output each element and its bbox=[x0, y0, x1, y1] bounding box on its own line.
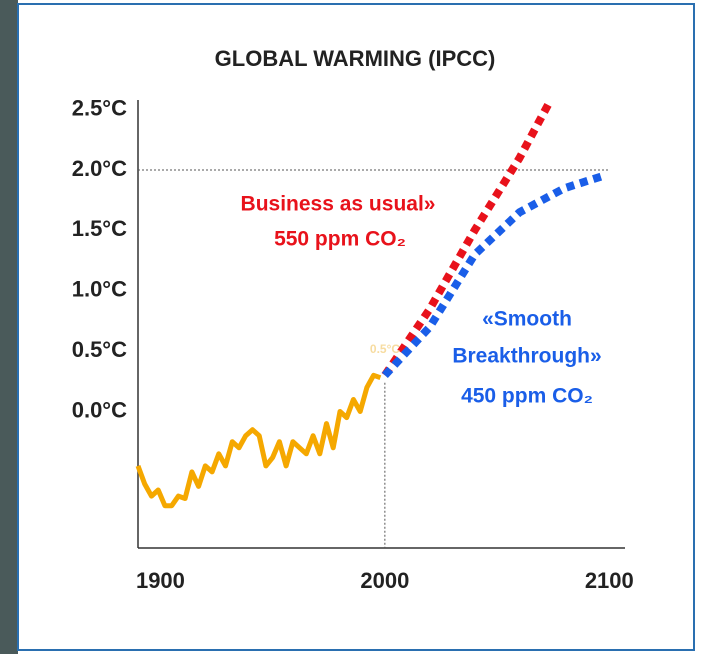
annotation: Breakthrough» bbox=[452, 345, 601, 368]
chart-title: GLOBAL WARMING (IPCC) bbox=[215, 46, 496, 71]
annotation: 450 ppm CO₂ bbox=[461, 385, 593, 408]
x-tick-label: 2100 bbox=[585, 568, 634, 593]
background-strip bbox=[0, 0, 18, 654]
y-tick-label: 1.0°C bbox=[72, 277, 127, 302]
y-tick-label: 0.5°C bbox=[72, 337, 127, 362]
x-tick-label: 1900 bbox=[136, 568, 185, 593]
y-tick-label: 2.0°C bbox=[72, 156, 127, 181]
y-tick-label: 2.5°C bbox=[72, 95, 127, 120]
chart: GLOBAL WARMING (IPCC) 0.0°C 0.5°C 1.0°C 1.5… bbox=[0, 0, 703, 654]
page: {"chart_data": {"type": "line", "title":… bbox=[0, 0, 703, 654]
annotation: Business as usual» bbox=[241, 193, 436, 216]
y-tick-label: 0.0°C bbox=[72, 397, 127, 422]
y-tick-label: 1.5°C bbox=[72, 216, 127, 241]
x-tick-label: 2000 bbox=[360, 568, 409, 593]
annotation: 0.5°C bbox=[370, 342, 400, 356]
annotation: «Smooth bbox=[482, 308, 572, 331]
annotation: 550 ppm CO₂ bbox=[274, 228, 406, 251]
